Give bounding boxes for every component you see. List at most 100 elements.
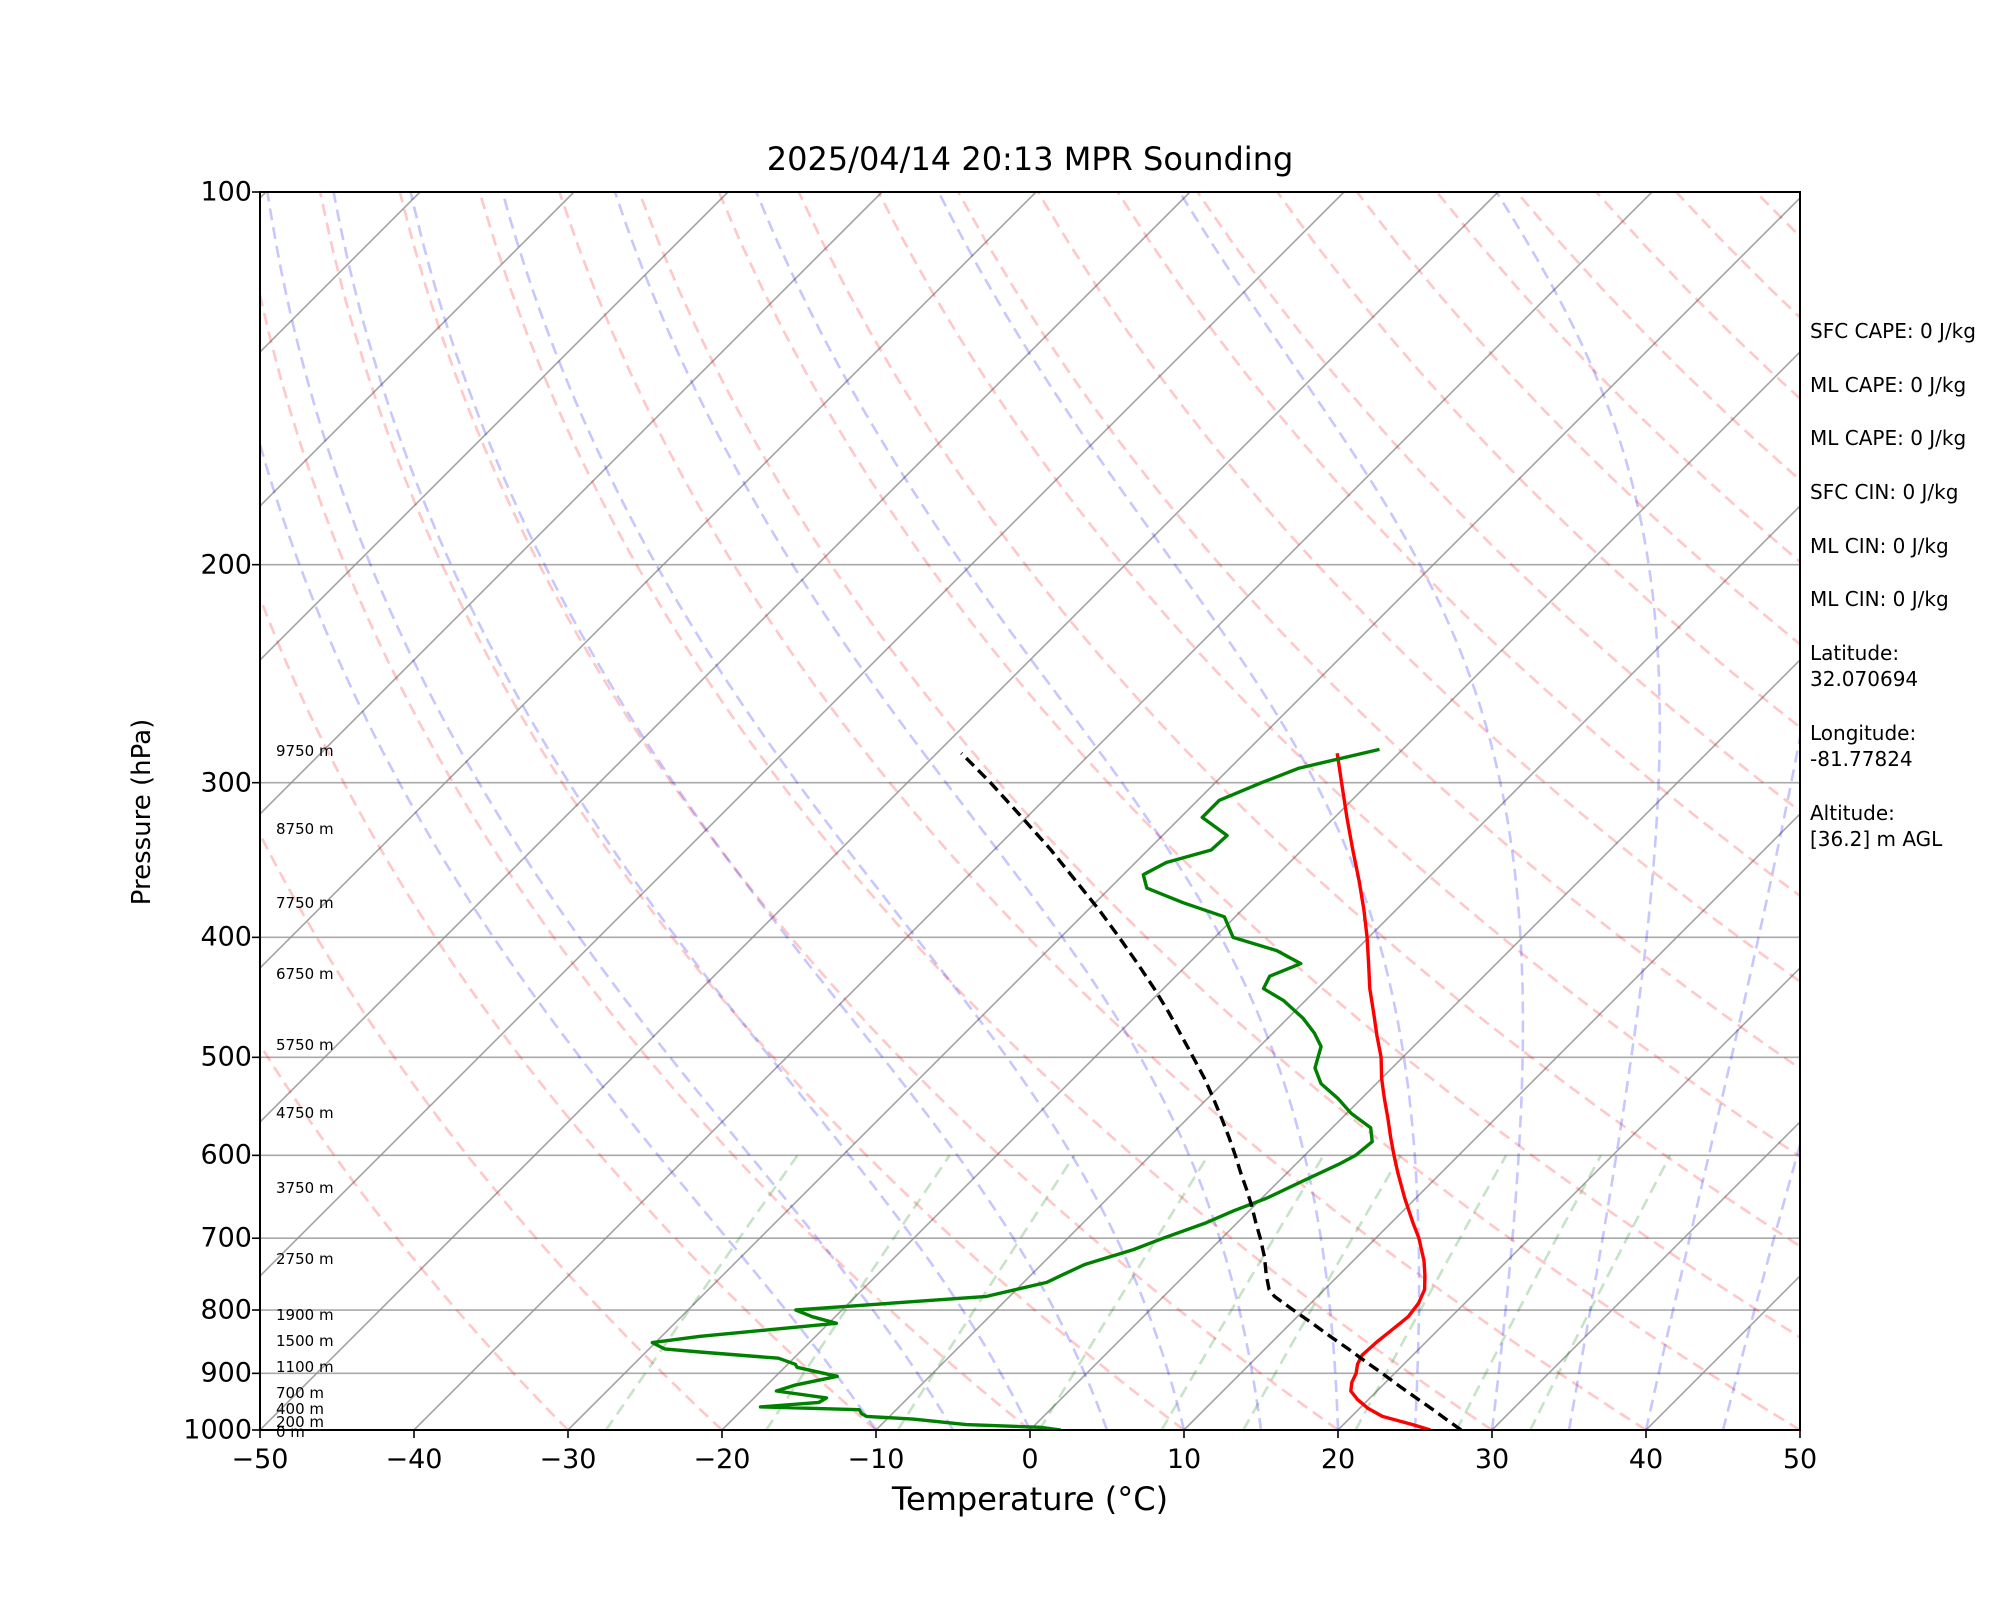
mixing-ratio-line — [1529, 1154, 1672, 1430]
background-lines — [0, 192, 1800, 1430]
height-label: 3750 m — [276, 1178, 334, 1197]
moist-adiabat — [1644, 730, 1800, 1430]
height-label: 9750 m — [276, 742, 334, 761]
height-label: 7750 m — [276, 893, 334, 912]
dry-adiabat — [260, 831, 723, 1430]
ml-cape-text-2: ML CAPE: 0 J/kg — [1810, 426, 1967, 450]
dry-adiabat — [558, 192, 1647, 1430]
dry-adiabat — [1276, 192, 1800, 729]
isotherm--90 — [260, 192, 883, 816]
height-label: 400 m — [276, 1400, 325, 1419]
chart-title: 2025/04/14 20:13 MPR Sounding — [766, 140, 1294, 178]
dry-adiabat — [478, 192, 1493, 1430]
x-tick-label: 50 — [1782, 1444, 1818, 1475]
isotherm--140 — [0, 192, 112, 1430]
temperature-line — [1335, 752, 1431, 1430]
x-tick-label: 40 — [1628, 1444, 1664, 1475]
height-label: 200 m — [276, 1412, 325, 1431]
x-tick-label: −20 — [693, 1444, 751, 1475]
x-tick-label: −40 — [385, 1444, 443, 1475]
y-tick-label: 900 — [200, 1357, 252, 1389]
longitude-value: -81.77824 — [1810, 747, 1913, 771]
altitude-label: Altitude: — [1810, 801, 1895, 825]
isotherm--110 — [260, 192, 575, 508]
isotherm--40 — [413, 192, 1653, 1430]
y-tick-label: 200 — [200, 549, 252, 581]
ml-cin-text: ML CIN: 0 J/kg — [1810, 534, 1949, 558]
sfc-cape-text: SFC CAPE: 0 J/kg — [1810, 319, 1976, 343]
mixing-ratio-line — [896, 1154, 1076, 1430]
isotherm--30 — [567, 196, 1800, 1430]
x-axis-label: Temperature (°C) — [891, 1480, 1169, 1518]
height-label: 1100 m — [276, 1358, 334, 1377]
isotherm--100 — [260, 192, 729, 662]
y-tick-label: 100 — [200, 176, 252, 208]
isotherm-20 — [1337, 966, 1800, 1430]
dry-adiabat — [637, 192, 1800, 1430]
moist-adiabat — [1178, 192, 1525, 1430]
y-tick-label: 400 — [200, 921, 252, 953]
mixing-ratio-line — [1455, 1154, 1603, 1430]
x-tick-label: −50 — [231, 1444, 289, 1475]
x-tick-label: −10 — [847, 1444, 905, 1475]
dry-adiabat — [877, 192, 1800, 1159]
height-label: 2750 m — [276, 1249, 334, 1268]
dry-adiabat — [260, 594, 877, 1430]
moist-adiabat — [332, 192, 1032, 1430]
isotherm--80 — [260, 192, 1037, 970]
isotherm-0 — [1029, 658, 1800, 1430]
y-tick-label: 800 — [200, 1294, 252, 1326]
moist-adiabat — [937, 192, 1421, 1430]
mixing-ratio-line — [1038, 1154, 1210, 1430]
height-label: 4750 m — [276, 1104, 334, 1123]
y-axis-label: Pressure (hPa) — [127, 718, 157, 906]
y-tick-label: 1000 — [183, 1414, 252, 1446]
isotherm-30 — [1491, 1120, 1800, 1430]
height-label: 1500 m — [276, 1332, 334, 1351]
ml-cape-text: ML CAPE: 0 J/kg — [1810, 373, 1967, 397]
moist-adiabat — [260, 439, 878, 1430]
mixing-ratio-line — [1354, 1154, 1508, 1430]
moist-adiabat — [409, 192, 1109, 1430]
moist-adiabat — [266, 192, 955, 1430]
dry-adiabat — [260, 1042, 569, 1430]
x-tick-label: 10 — [1166, 1444, 1202, 1475]
dry-adiabat — [318, 192, 1185, 1430]
moist-adiabat — [755, 192, 1340, 1430]
latitude-value: 32.070694 — [1810, 667, 1919, 691]
latitude-label: Latitude: — [1810, 641, 1900, 665]
height-label: 0 m — [276, 1422, 305, 1441]
height-label: 6750 m — [276, 964, 334, 983]
height-label: 1900 m — [276, 1306, 334, 1325]
tick-marks — [252, 191, 1801, 1438]
plot-frame — [259, 191, 1801, 1431]
x-tick-label: 20 — [1320, 1444, 1356, 1475]
isotherm--50 — [260, 192, 1499, 1430]
profile-lines — [650, 747, 1463, 1430]
dewpoint-line — [650, 747, 1380, 1430]
mixing-ratio-line — [604, 1154, 799, 1430]
mixing-ratio-line — [765, 1154, 951, 1430]
x-tick-label: 0 — [1021, 1444, 1039, 1475]
y-tick-label: 300 — [200, 767, 252, 799]
isotherm--20 — [721, 350, 1800, 1430]
sfc-cin-text: SFC CIN: 0 J/kg — [1810, 480, 1959, 504]
dry-adiabat — [957, 192, 1800, 1071]
moist-adiabat — [1495, 192, 1662, 1430]
ml-cin-text-2: ML CIN: 0 J/kg — [1810, 587, 1949, 611]
y-tick-label: 700 — [200, 1222, 252, 1254]
dry-adiabat — [260, 289, 1031, 1430]
isotherm--70 — [260, 192, 1191, 1124]
mixing-ratio-line — [1242, 1154, 1402, 1430]
isotherm--60 — [260, 192, 1345, 1278]
dry-adiabat — [797, 192, 1800, 1248]
height-label: 8750 m — [276, 820, 334, 838]
y-tick-label: 500 — [200, 1041, 252, 1073]
altitude-value: [36.2] m AGL — [1810, 827, 1943, 851]
x-tick-label: 30 — [1474, 1444, 1510, 1475]
moist-adiabat — [613, 192, 1263, 1430]
mixing-ratio-line — [1160, 1154, 1325, 1430]
parcel-line — [960, 752, 1463, 1430]
isotherm-10 — [1183, 812, 1800, 1430]
